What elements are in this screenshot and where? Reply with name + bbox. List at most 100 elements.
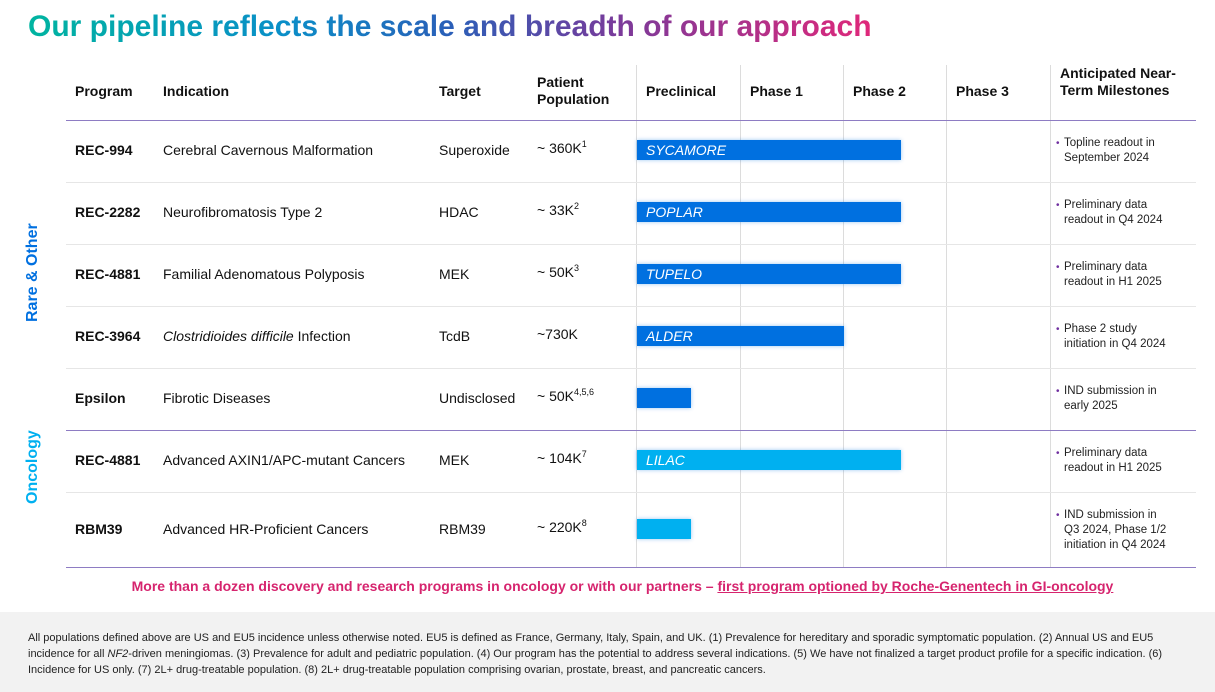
callout-link[interactable]: first program optioned by Roche-Genentec… (717, 578, 1114, 594)
phase-progress-bar: LILAC (637, 450, 901, 470)
milestone: • Preliminary data readout in Q4 2024 (1056, 198, 1163, 228)
program-name: RBM39 (75, 520, 123, 537)
footnote-ref: 3 (573, 263, 579, 273)
milestone-line: early 2025 (1064, 400, 1118, 412)
program-name: REC-4881 (75, 452, 141, 468)
indication-text: Infection (293, 328, 351, 344)
milestone: • Topline readout in September 2024 (1056, 136, 1155, 166)
indication-text: Neurofibromatosis Type 2 (163, 204, 323, 220)
milestone-line: initiation in Q4 2024 (1064, 338, 1166, 350)
callout-text: More than a dozen discovery and research… (0, 578, 1215, 594)
patient-population: ~ 104K7 (537, 450, 587, 467)
header-phase3: Phase 3 (956, 83, 1009, 99)
milestone-line: readout in H1 2025 (1064, 462, 1162, 474)
program-name: REC-4881 (75, 266, 141, 282)
header-milestones: Anticipated Near-Term Milestones (1060, 65, 1176, 98)
header-preclinical: Preclinical (646, 83, 717, 99)
population-value: ~ 104K (537, 450, 582, 466)
bullet-icon: • (1056, 510, 1060, 521)
patient-population: ~ 33K2 (537, 202, 579, 219)
indication: Advanced AXIN1/APC-mutant Cancers (163, 452, 405, 469)
target: MEK (439, 266, 470, 282)
header-program: Program (75, 83, 133, 99)
column-divider (1050, 65, 1051, 567)
footnote-ref: 2 (573, 201, 579, 211)
milestone-line: IND submission in (1064, 509, 1157, 521)
footnote-italic: NF2 (107, 648, 129, 660)
footnote-ref: 4,5,6 (573, 387, 595, 397)
phase-progress-bar (637, 388, 691, 408)
indication-text: Advanced AXIN1/APC-mutant Cancers (163, 452, 406, 468)
milestone: • IND submission in early 2025 (1056, 384, 1157, 414)
milestone-line: Q3 2024, Phase 1/2 (1064, 524, 1167, 536)
column-divider (636, 65, 637, 567)
program-name: REC-994 (75, 142, 133, 158)
target: TcdB (439, 328, 471, 344)
milestone: • Phase 2 study initiation in Q4 2024 (1056, 322, 1166, 352)
milestone: • Preliminary data readout in H1 2025 (1056, 260, 1162, 290)
milestone-line: September 2024 (1064, 152, 1150, 164)
footnote-b: -driven meningiomas. (3) Prevalence for … (28, 648, 1163, 676)
phase-progress-bar (637, 518, 691, 539)
indication: Familial Adenomatous Polyposis (163, 266, 365, 283)
bullet-icon: • (1056, 386, 1060, 397)
page-title: Our pipeline reflects the scale and brea… (28, 10, 872, 43)
milestone-line: initiation in Q4 2024 (1064, 539, 1166, 551)
phase-progress-bar: SYCAMORE (637, 140, 901, 160)
milestone-line: Preliminary data (1064, 261, 1148, 273)
indication: Advanced HR-Proficient Cancers (163, 521, 368, 538)
bullet-icon: • (1056, 324, 1060, 335)
population-value: ~ 360K (537, 140, 582, 156)
group-label-rare: Rare & Other (24, 223, 41, 322)
milestone-line: Preliminary data (1064, 199, 1148, 211)
column-divider (946, 65, 947, 567)
program-name: Epsilon (75, 390, 126, 406)
bullet-icon: • (1056, 262, 1060, 273)
row-divider (66, 306, 1196, 307)
milestone-line: readout in H1 2025 (1064, 276, 1162, 288)
indication: Clostridioides difficile Infection (163, 328, 351, 345)
table-bottom-divider (66, 567, 1196, 568)
column-divider (740, 65, 741, 567)
group-divider (66, 430, 1196, 431)
bullet-icon: • (1056, 200, 1060, 211)
header-population: Patient Population (537, 74, 610, 107)
program-name: REC-2282 (75, 204, 141, 220)
indication: Neurofibromatosis Type 2 (163, 204, 322, 221)
program-name: REC-3964 (75, 328, 141, 344)
indication-text: Advanced HR-Proficient Cancers (163, 520, 369, 537)
population-value: ~ 33K (537, 202, 574, 218)
header-indication: Indication (163, 83, 230, 99)
indication: Cerebral Cavernous Malformation (163, 142, 373, 159)
row-divider (66, 182, 1196, 183)
footnotes: All populations defined above are US and… (0, 612, 1215, 692)
milestone-line: Phase 2 study (1064, 323, 1137, 335)
header-phase2: Phase 2 (853, 83, 906, 99)
indication-italic: Clostridioides difficile (163, 328, 294, 344)
milestone-line: IND submission in (1064, 385, 1157, 397)
row-divider (66, 368, 1196, 369)
header-target: Target (439, 83, 481, 99)
population-value: ~ 50K (537, 388, 574, 404)
patient-population: ~ 360K1 (537, 140, 587, 157)
patient-population: ~ 50K4,5,6 (537, 388, 594, 405)
population-value: ~ 50K (537, 264, 574, 280)
footnote-ref: 1 (581, 139, 587, 149)
population-value: ~ 220K (537, 518, 582, 535)
target: Superoxide (439, 142, 510, 158)
milestone-line: Preliminary data (1064, 447, 1148, 459)
phase-progress-bar: TUPELO (637, 264, 901, 284)
indication-text: Cerebral Cavernous Malformation (163, 142, 374, 158)
footnote-a: All populations defined above are US and… (28, 632, 1154, 660)
header-divider (66, 120, 1196, 121)
target: MEK (439, 452, 470, 468)
indication-text: Familial Adenomatous Polyposis (163, 266, 365, 282)
indication-text: Fibrotic Diseases (163, 390, 271, 406)
patient-population: ~ 220K8 (537, 518, 587, 536)
milestone-line: readout in Q4 2024 (1064, 214, 1163, 226)
phase-progress-bar: POPLAR (637, 202, 901, 222)
bullet-icon: • (1056, 138, 1060, 149)
phase-progress-bar: ALDER (637, 326, 844, 346)
indication: Fibrotic Diseases (163, 390, 270, 407)
group-label-oncology: Oncology (24, 430, 41, 504)
